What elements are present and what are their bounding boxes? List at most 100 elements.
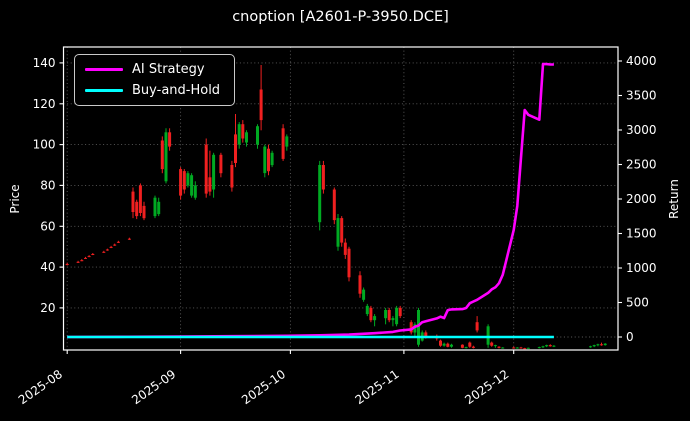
return-ticks: 0 500 1000 1500 2000 2500 3000 3500 4000 — [618, 54, 657, 344]
candle-body — [127, 238, 131, 240]
candle-body — [515, 347, 519, 349]
candle-body — [523, 348, 527, 350]
candle-body — [603, 343, 607, 346]
candle-body — [321, 165, 325, 190]
candle-body — [373, 316, 377, 321]
candle-body — [65, 264, 69, 265]
date-ticks: 2025-08 2025-09 2025-10 2025-11 2025-12 — [16, 350, 515, 407]
candle-body — [87, 256, 91, 258]
return-tick-label: 500 — [626, 296, 649, 310]
price-ticks: 20 40 60 80 100 120 140 — [33, 56, 64, 315]
return-tick-label: 0 — [626, 330, 634, 344]
candle-body — [398, 307, 402, 317]
candle-body — [413, 324, 417, 333]
candle-body — [234, 134, 237, 163]
candle-body — [160, 140, 164, 170]
candle-body — [332, 189, 336, 221]
candle-body — [142, 205, 146, 219]
candle-body — [157, 201, 161, 215]
legend-item-buy-and-hold: Buy-and-Hold — [85, 83, 220, 98]
candle-body — [519, 347, 523, 349]
candle-body — [318, 165, 322, 223]
candle-body — [208, 177, 212, 192]
return-tick-label: 2500 — [626, 158, 657, 172]
candle-body — [131, 191, 135, 212]
candles — [65, 65, 607, 350]
candle-body — [285, 136, 289, 147]
candle-body — [336, 218, 340, 247]
candle-body — [409, 322, 413, 333]
candle-body — [138, 185, 142, 213]
legend-label-ai-strategy: AI Strategy — [132, 62, 205, 77]
candle-body — [589, 346, 592, 348]
candle-body — [526, 347, 530, 349]
candle-body — [497, 346, 501, 348]
price-tick-label: 100 — [33, 138, 56, 152]
candle-body — [347, 248, 351, 278]
candle-body — [102, 251, 106, 253]
candle-body — [256, 126, 259, 145]
return-tick-label: 4000 — [626, 54, 657, 68]
candle-body — [270, 152, 274, 166]
return-tick-label: 1500 — [626, 227, 657, 241]
candle-body — [84, 257, 87, 259]
price-tick-label: 60 — [40, 219, 55, 233]
candle-body — [153, 197, 157, 217]
candle-body — [230, 165, 234, 188]
candle-body — [384, 310, 388, 319]
candle-body — [552, 345, 556, 347]
candle-body — [493, 345, 497, 347]
price-tick-label: 80 — [40, 178, 55, 192]
candle-body — [105, 249, 109, 251]
candle-body — [475, 322, 479, 331]
candle-body — [592, 345, 596, 347]
candle-body — [468, 342, 472, 347]
candle-body — [490, 342, 494, 346]
candle-body — [190, 175, 194, 196]
candle-body — [76, 261, 80, 263]
candle-body — [365, 305, 369, 315]
candle-body — [135, 201, 139, 217]
candle-body — [263, 146, 267, 174]
buy-and-hold-line-swatch — [85, 89, 123, 92]
candle-body — [358, 275, 362, 294]
price-axis-label: Price — [8, 184, 22, 214]
candle-body — [541, 346, 545, 348]
candle-body — [596, 344, 600, 346]
candle-body — [219, 154, 223, 174]
candle-body — [237, 124, 241, 145]
candle-body — [340, 218, 344, 243]
return-tick-label: 3000 — [626, 123, 657, 137]
candle-body — [193, 185, 197, 198]
candle-body — [164, 132, 168, 182]
date-tick-label: 2025-10 — [239, 367, 288, 407]
candle-body — [91, 254, 95, 255]
candle-body — [116, 241, 120, 243]
date-tick-label: 2025-08 — [16, 367, 65, 407]
candle-body — [241, 124, 245, 139]
candle-body — [182, 171, 186, 190]
date-tick-label: 2025-09 — [129, 367, 178, 407]
candle-body — [212, 154, 216, 190]
candle-body — [109, 246, 113, 248]
candle-body — [548, 345, 552, 347]
date-tick-label: 2025-12 — [462, 367, 511, 407]
return-tick-label: 2000 — [626, 192, 657, 206]
candle-body — [442, 343, 446, 346]
return-axis-label: Return — [667, 179, 681, 219]
date-tick-label: 2025-11 — [353, 367, 402, 407]
candle-body — [168, 132, 172, 147]
legend-label-buy-and-hold: Buy-and-Hold — [132, 83, 221, 98]
candle-body — [395, 307, 399, 325]
candle-body — [537, 347, 541, 349]
candle-body — [512, 347, 516, 349]
candle-body — [259, 89, 263, 121]
candle-body — [369, 307, 373, 321]
candle-body — [391, 318, 395, 321]
price-tick-label: 20 — [40, 301, 55, 315]
candle-body — [600, 344, 603, 346]
candle-body — [545, 345, 549, 347]
candle-body — [186, 173, 190, 186]
